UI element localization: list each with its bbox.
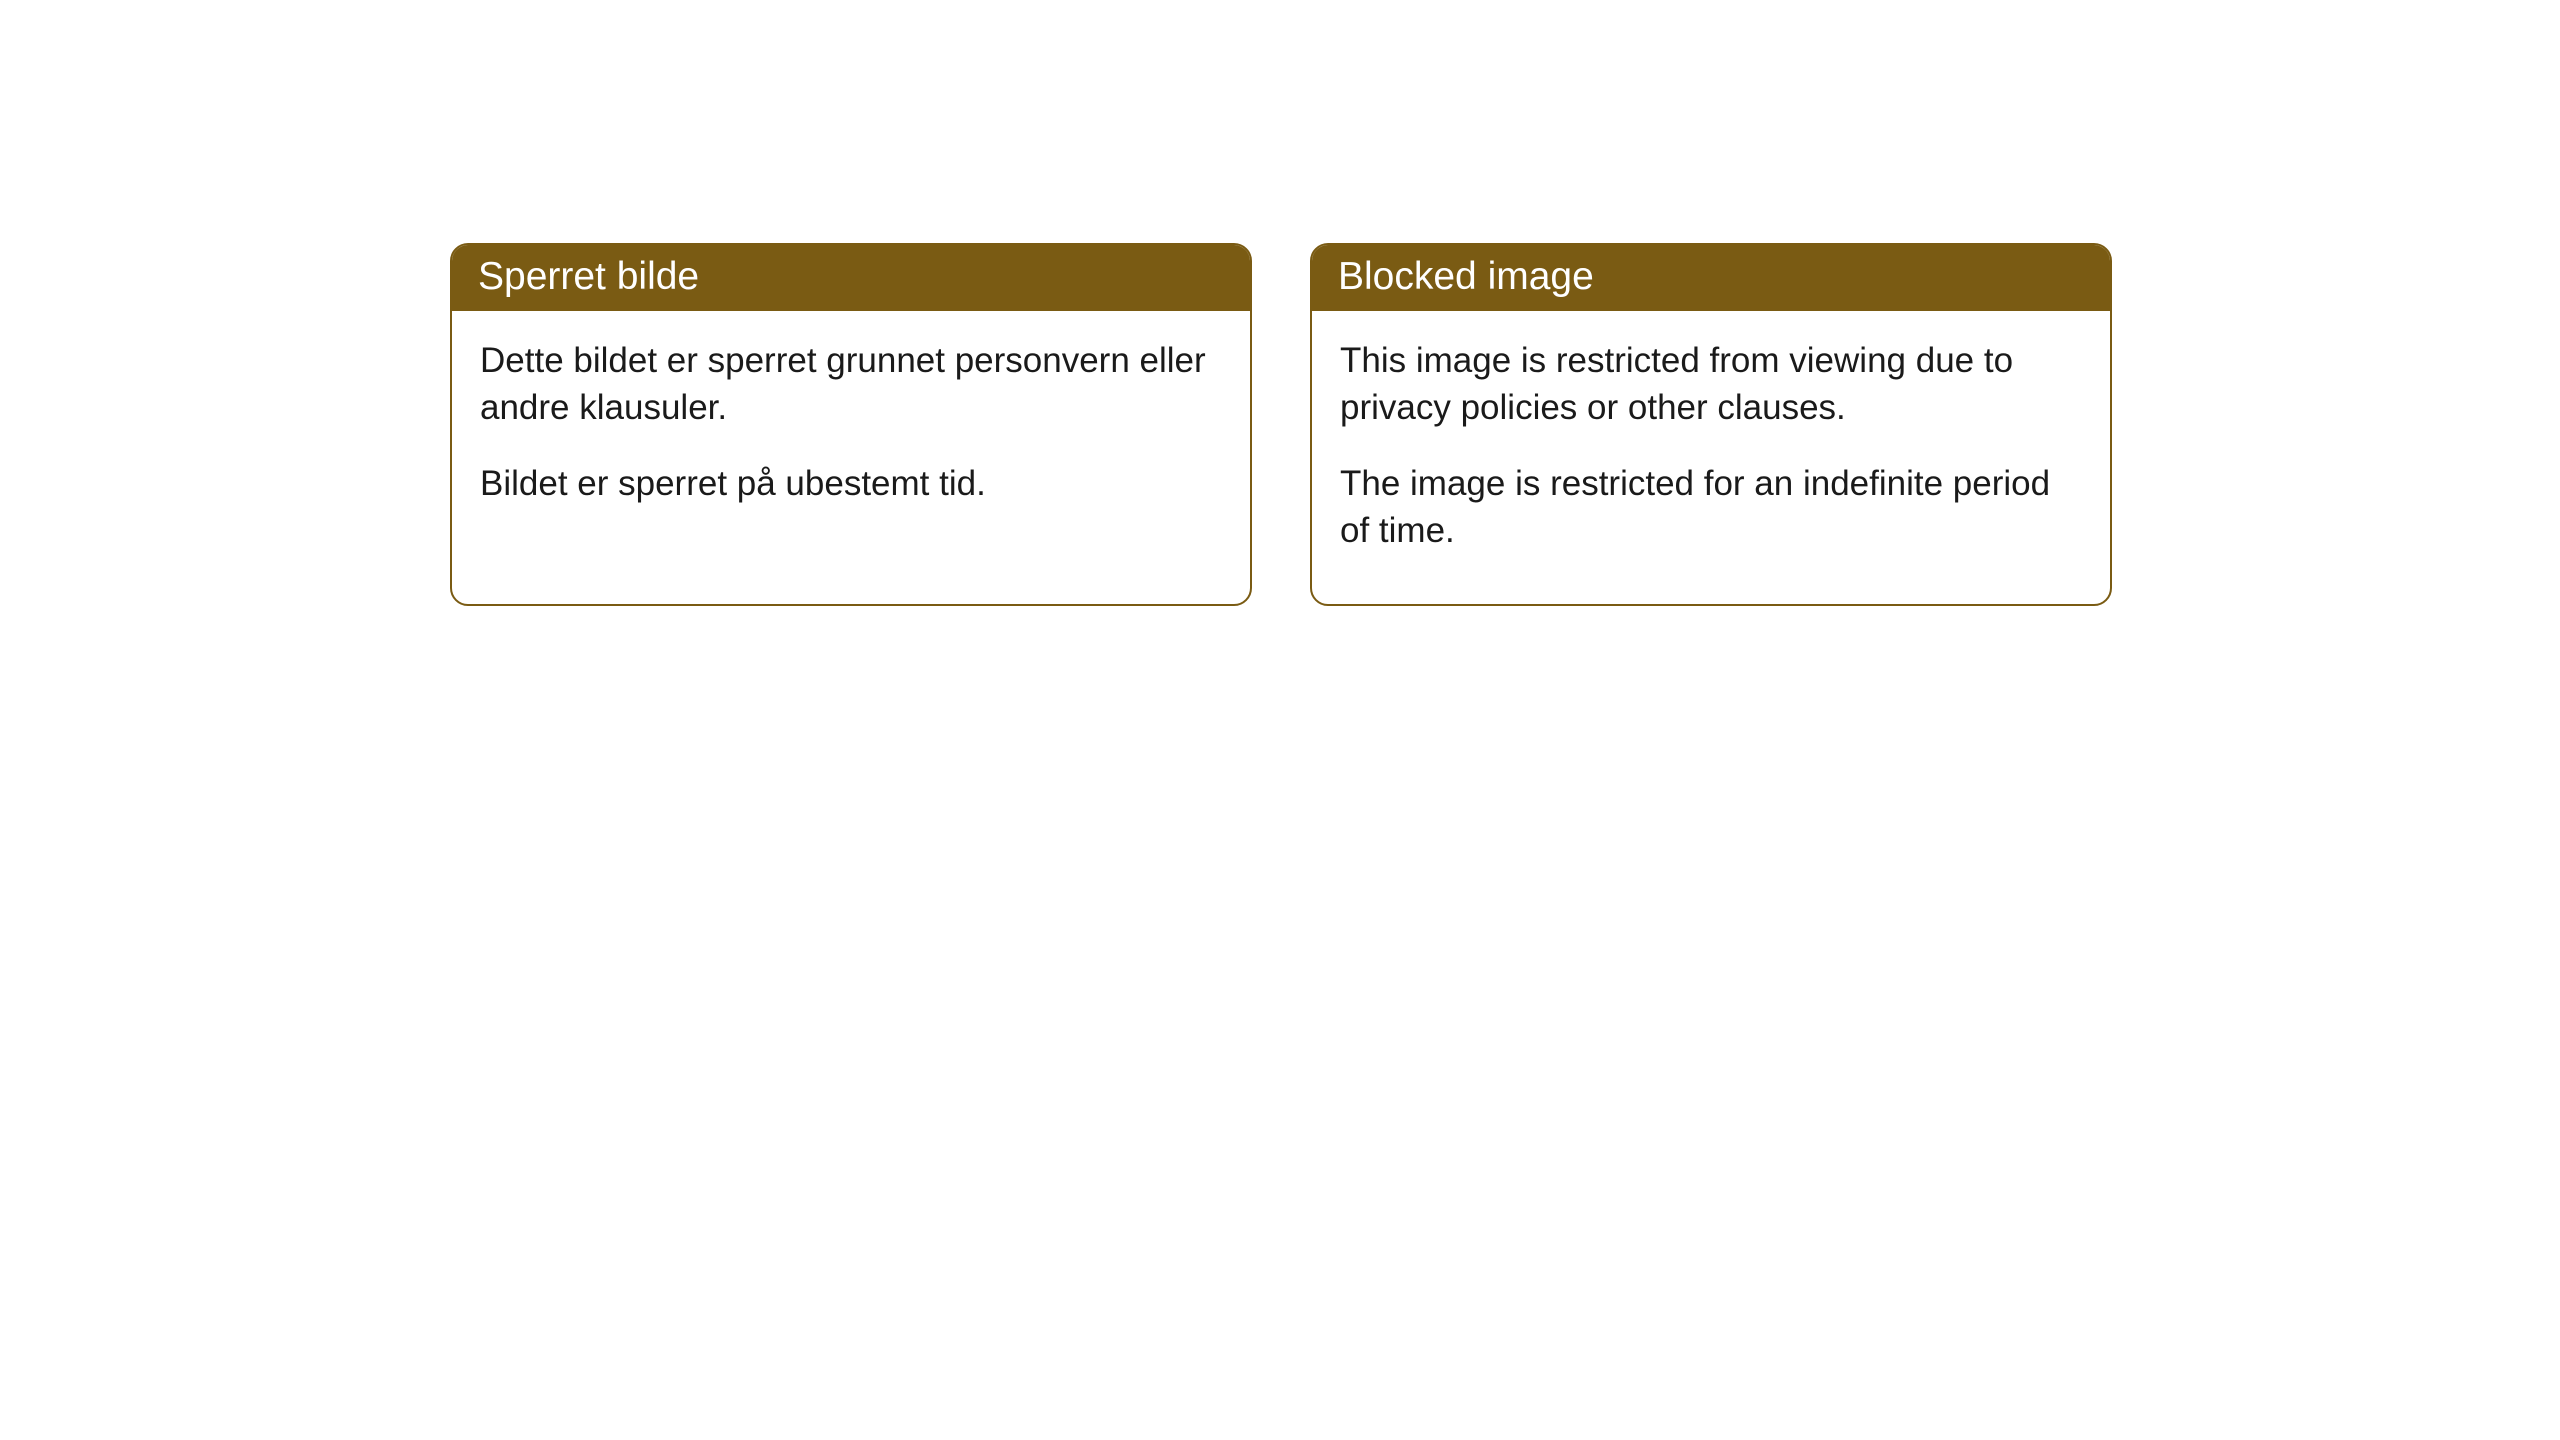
notice-text-reason: This image is restricted from viewing du… (1340, 337, 2082, 432)
notice-text-reason: Dette bildet er sperret grunnet personve… (480, 337, 1222, 432)
card-title: Sperret bilde (452, 245, 1250, 311)
blocked-image-card-english: Blocked image This image is restricted f… (1310, 243, 2112, 606)
card-body: Dette bildet er sperret grunnet personve… (452, 311, 1250, 557)
card-title: Blocked image (1312, 245, 2110, 311)
notice-cards-container: Sperret bilde Dette bildet er sperret gr… (0, 0, 2560, 606)
notice-text-duration: Bildet er sperret på ubestemt tid. (480, 460, 1222, 507)
card-body: This image is restricted from viewing du… (1312, 311, 2110, 604)
blocked-image-card-norwegian: Sperret bilde Dette bildet er sperret gr… (450, 243, 1252, 606)
notice-text-duration: The image is restricted for an indefinit… (1340, 460, 2082, 555)
